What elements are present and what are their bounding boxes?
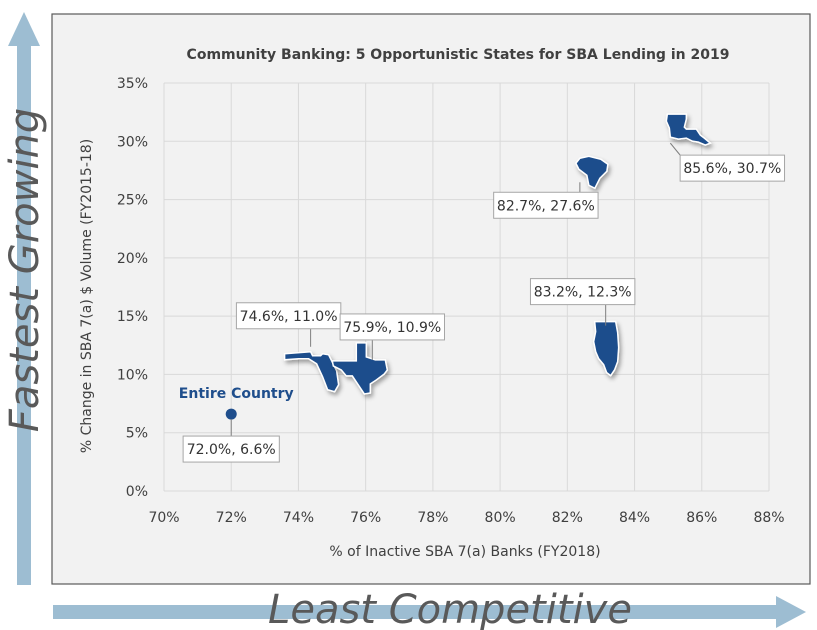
y-tick-label: 25%: [117, 193, 148, 209]
horizontal-arrow: [53, 596, 806, 628]
data-label: 83.2%, 12.3%: [534, 285, 632, 301]
data-point: 74.6%, 11.0%: [235, 302, 342, 393]
x-tick-label: 88%: [753, 510, 784, 526]
data-point: 82.7%, 27.6%: [493, 155, 609, 219]
chart-frame: [51, 13, 811, 585]
x-tick-label: 86%: [686, 510, 717, 526]
data-label: 75.9%, 10.9%: [343, 320, 441, 336]
data-point: 85.6%, 30.7%: [665, 113, 786, 182]
y-tick-label: 20%: [117, 251, 148, 267]
x-tick-label: 84%: [619, 510, 650, 526]
data-point-name: Entire Country: [179, 386, 294, 402]
data-label-box: [182, 435, 280, 463]
y-tick-label: 30%: [117, 134, 148, 150]
x-tick-label: 80%: [485, 510, 516, 526]
y-tick-label: 10%: [117, 367, 148, 383]
gridlines: [163, 82, 770, 492]
data-point: 83.2%, 12.3%: [529, 278, 636, 377]
data-label-box: [339, 313, 446, 341]
vertical-arrow: [8, 12, 40, 585]
data-label-box: [679, 154, 786, 182]
data-label-box: [493, 191, 599, 219]
data-label-box: [529, 278, 636, 306]
y-tick-label: 0%: [126, 484, 148, 500]
x-tick-label: 76%: [350, 510, 381, 526]
data-label: 85.6%, 30.7%: [683, 161, 781, 177]
horizontal-side-label: Least Competitive: [268, 587, 632, 630]
data-point-marker: [331, 342, 389, 395]
chart-title: Community Banking: 5 Opportunistic State…: [187, 47, 730, 63]
x-axis-label: % of Inactive SBA 7(a) Banks (FY2018): [329, 544, 600, 560]
tick-labels: 70% 72% 74% 76% 78% 80% 82% 84% 86% 88% 0% 5% 10% 15%…: [117, 76, 785, 526]
data-label: 74.6%, 11.0%: [240, 309, 338, 325]
y-tick-label: 35%: [117, 76, 148, 92]
data-point-marker: [574, 155, 609, 190]
y-tick-label: 5%: [126, 426, 148, 442]
y-axis-label: % Change in SBA 7(a) $ Volume (FY2015-18…: [79, 139, 95, 453]
data-label: 82.7%, 27.6%: [497, 198, 595, 214]
data-point: Entire Country 72.0%, 6.6%: [179, 386, 294, 463]
y-tick-label: 15%: [117, 309, 148, 325]
data-point-marker: [283, 350, 340, 393]
x-tick-label: 70%: [148, 510, 179, 526]
data-point-marker: [225, 408, 237, 420]
data-label: 72.0%, 6.6%: [187, 442, 276, 458]
data-point-marker: [592, 320, 620, 377]
x-tick-label: 82%: [552, 510, 583, 526]
data-points: Entire Country 72.0%, 6.6% 74.6%, 11.0% 75.…: [179, 113, 786, 463]
x-tick-label: 74%: [283, 510, 314, 526]
x-tick-label: 72%: [216, 510, 247, 526]
data-point: 75.9%, 10.9%: [331, 313, 446, 395]
x-tick-label: 78%: [417, 510, 448, 526]
data-label-box: [235, 302, 342, 330]
data-label-leader: [669, 142, 681, 156]
vertical-side-label: Fastest Growing: [2, 108, 48, 432]
data-point-marker: [665, 113, 712, 146]
